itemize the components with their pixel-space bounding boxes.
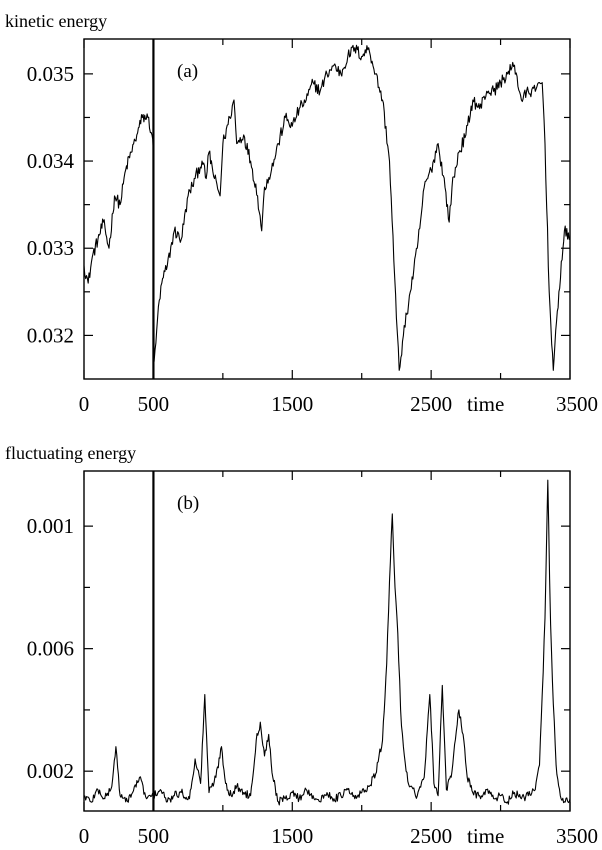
x-tick-label: 0: [79, 824, 90, 848]
panel-b: fluctuating energy 0.002 0.006 0.001 0 500 1…: [5, 443, 598, 848]
panel-a: kinetic energy 0.032 0.033 0.034 0.035 0 500…: [5, 11, 598, 416]
y-tick-label: 0.001: [27, 514, 74, 538]
panel-b-plot-frame: [83, 470, 571, 812]
panel-b-xlabel: time: [467, 824, 504, 848]
x-tick-label: 1500: [271, 824, 313, 848]
panel-a-x-tick-labels: 0 500 1500 2500 3500: [79, 392, 598, 416]
y-tick-label: 0.034: [27, 149, 75, 173]
x-tick-label: 0: [79, 392, 90, 416]
panel-b-y-tick-labels: 0.002 0.006 0.001: [27, 514, 74, 783]
panel-a-label: (a): [177, 61, 198, 82]
x-tick-label: 2500: [410, 392, 452, 416]
panel-b-label: (b): [177, 493, 199, 514]
panel-b-series-line: [83, 479, 571, 806]
y-tick-label: 0.035: [27, 62, 74, 86]
panel-b-x-tick-labels: 0 500 1500 2500 3500: [79, 824, 598, 848]
panel-b-ylabel: fluctuating energy: [5, 443, 136, 463]
panel-a-ylabel: kinetic energy: [5, 11, 107, 31]
x-tick-label: 500: [138, 392, 170, 416]
x-tick-label: 2500: [410, 824, 452, 848]
panel-a-xlabel: time: [467, 392, 504, 416]
x-tick-label: 3500: [556, 824, 598, 848]
y-tick-label: 0.006: [27, 637, 74, 661]
panel-a-plot-frame: [83, 38, 571, 380]
y-tick-label: 0.033: [27, 236, 74, 260]
x-tick-label: 3500: [556, 392, 598, 416]
panel-a-series-line: [83, 44, 571, 371]
x-tick-label: 1500: [271, 392, 313, 416]
y-tick-label: 0.032: [27, 323, 74, 347]
panel-b-ticks: [83, 471, 571, 811]
panel-a-y-tick-labels: 0.032 0.033 0.034 0.035: [27, 62, 75, 348]
x-tick-label: 500: [138, 824, 170, 848]
y-tick-label: 0.002: [27, 759, 74, 783]
